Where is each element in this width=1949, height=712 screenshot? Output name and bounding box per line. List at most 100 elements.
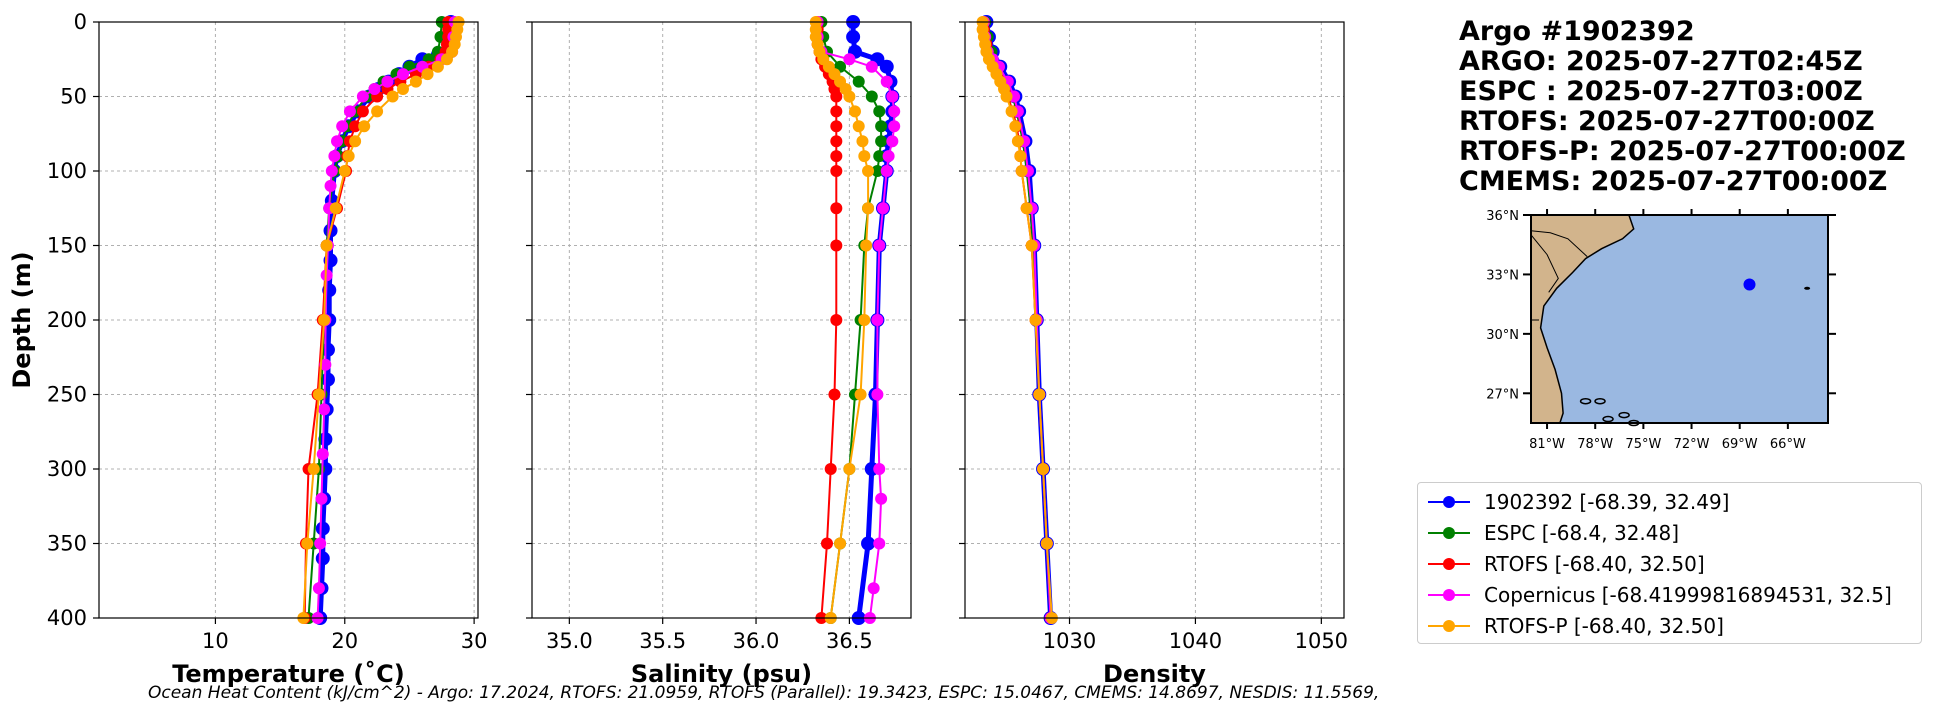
legend-swatch-copernicus xyxy=(1428,585,1470,605)
y-tick-label: 50 xyxy=(60,85,87,109)
data-point xyxy=(318,314,331,326)
data-point xyxy=(312,388,325,401)
x-tick-label: 35.5 xyxy=(639,629,686,653)
x-tick-label: 36.0 xyxy=(733,629,780,653)
data-point xyxy=(875,135,888,148)
island xyxy=(1804,286,1811,290)
lat-label: 27°N xyxy=(1486,387,1519,402)
data-point xyxy=(1009,120,1022,133)
map-frame xyxy=(1530,214,1829,424)
legend-swatch-rtofs xyxy=(1428,554,1470,574)
data-point xyxy=(830,165,843,177)
data-point xyxy=(320,239,333,252)
data-point xyxy=(834,537,847,550)
data-point xyxy=(824,463,837,475)
data-point xyxy=(315,551,330,566)
data-point xyxy=(319,358,332,371)
data-point xyxy=(830,202,843,215)
data-point xyxy=(830,135,843,148)
data-point xyxy=(875,492,888,505)
data-point xyxy=(328,150,341,163)
data-point xyxy=(440,53,453,66)
data-point xyxy=(314,537,327,550)
data-point xyxy=(396,83,409,96)
x-tick-label: 30 xyxy=(461,629,488,653)
data-point xyxy=(349,120,362,133)
rtofs-p-time-line: RTOFS-P: 2025-07-27T00:00Z xyxy=(1459,136,1906,167)
data-point xyxy=(873,463,886,475)
data-point xyxy=(876,202,889,215)
series-rtofs-p xyxy=(297,16,465,624)
rtofs-time-line: RTOFS: 2025-07-27T00:00Z xyxy=(1459,106,1875,137)
x-tick-label: 1050 xyxy=(1295,629,1348,653)
data-point xyxy=(371,105,384,118)
plot-salinity: 35.0 35.5 36.0 36.5 Salinity (psu) xyxy=(526,15,912,688)
data-point xyxy=(331,135,344,148)
data-point xyxy=(830,105,843,118)
data-point xyxy=(315,521,330,536)
island xyxy=(1579,397,1592,405)
data-point xyxy=(830,239,843,252)
x-tick-label: 10 xyxy=(202,629,229,653)
data-point xyxy=(325,165,338,177)
data-point xyxy=(338,165,351,177)
data-point xyxy=(342,150,355,163)
location-map: 36°N 33°N 30°N 27°N 81°W 78°W 75°W 72°W 69°W 66°W xyxy=(1486,209,1836,452)
data-point xyxy=(862,165,875,177)
x-tick-label: 20 xyxy=(331,629,358,653)
data-point xyxy=(1020,202,1033,215)
data-point xyxy=(886,135,899,148)
data-point xyxy=(358,120,371,133)
data-point xyxy=(828,388,841,401)
float-marker xyxy=(1743,278,1756,291)
legend: 1902392 [-68.39, 32.49] ESPC [-68.4, 32.… xyxy=(1417,482,1922,644)
data-point xyxy=(336,120,349,133)
data-point xyxy=(1000,90,1013,103)
data-point xyxy=(820,537,833,550)
data-point xyxy=(865,90,878,103)
data-point xyxy=(858,314,871,326)
y-tick-label: 100 xyxy=(47,159,87,183)
data-point xyxy=(843,53,856,66)
plot-temperature: 10 20 30050100150200250300350400Temperatur… xyxy=(8,10,487,688)
y-tick-label: 400 xyxy=(47,606,87,630)
y-tick-label: 250 xyxy=(47,383,87,407)
x-tick-label: 36.5 xyxy=(826,629,873,653)
legend-label-copernicus: Copernicus [-68.41999816894531, 32.5] xyxy=(1484,583,1892,607)
legend-item-rtofs: RTOFS [-68.40, 32.50] xyxy=(1428,551,1705,577)
legend-label-espc: ESPC [-68.4, 32.48] xyxy=(1484,521,1680,545)
data-point xyxy=(1015,165,1028,177)
state-border xyxy=(1530,234,1559,293)
lon-label: 75°W xyxy=(1625,437,1661,452)
x-tick-label: 1030 xyxy=(1043,629,1096,653)
data-point xyxy=(880,75,893,88)
lat-label: 30°N xyxy=(1486,328,1519,343)
legend-label-rtofs: RTOFS [-68.40, 32.50] xyxy=(1484,552,1705,576)
lon-label: 69°W xyxy=(1722,437,1758,452)
data-point xyxy=(343,105,356,118)
lon-label: 72°W xyxy=(1674,437,1710,452)
data-point xyxy=(854,388,867,401)
data-point xyxy=(871,165,884,177)
data-point xyxy=(316,448,329,461)
data-point xyxy=(846,29,861,44)
y-tick-label: 300 xyxy=(47,457,87,481)
legend-item-copernicus: Copernicus [-68.41999816894531, 32.5] xyxy=(1428,582,1892,608)
data-point xyxy=(888,105,901,118)
lon-label: 66°W xyxy=(1770,437,1806,452)
data-point xyxy=(867,582,880,595)
data-point xyxy=(873,150,886,163)
data-point xyxy=(886,90,899,103)
data-point xyxy=(1014,150,1027,163)
y-tick-label: 0 xyxy=(74,10,87,34)
data-point xyxy=(431,60,444,73)
data-point xyxy=(858,150,871,163)
data-point xyxy=(1040,537,1053,550)
data-point xyxy=(1033,388,1046,401)
island xyxy=(1594,397,1606,405)
data-point xyxy=(324,179,337,192)
data-point xyxy=(386,90,399,103)
data-point xyxy=(862,202,875,215)
data-point xyxy=(356,105,369,118)
